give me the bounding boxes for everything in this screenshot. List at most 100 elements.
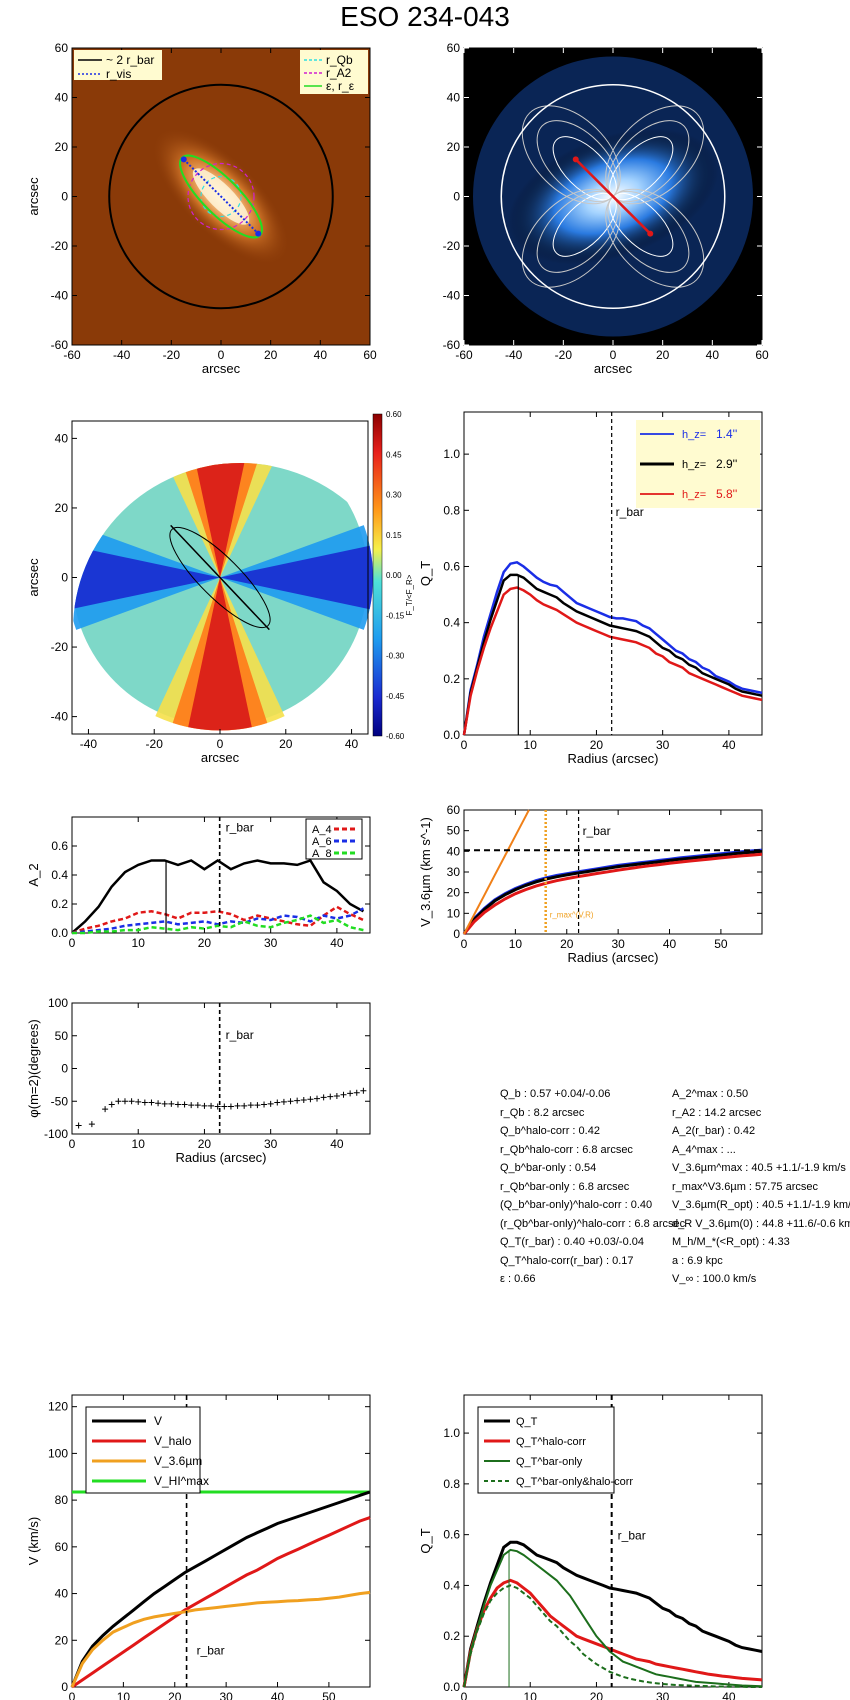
- panel-fourier-amplitudes: 0 10 20 30 40 0.0 0.2 0.4 0.6 A_2 r_bar A_4A_6A_8: [26, 816, 371, 950]
- y-tick-label: 0.4: [51, 868, 68, 882]
- y-tick-label: 0: [61, 190, 68, 204]
- qt-correction-series-line: [462, 1540, 763, 1688]
- phase-point: [194, 1102, 201, 1109]
- y-tick-label: 10: [447, 906, 461, 920]
- x-tick-label: 30: [611, 937, 625, 951]
- colorbar-label: F_T/<F_R>: [405, 574, 414, 615]
- y-tick-label: 40: [55, 1587, 69, 1601]
- phase-point: [188, 1102, 195, 1109]
- y-axis-label: Q_T: [418, 561, 433, 586]
- map-sector: [188, 577, 252, 731]
- phase-point: [327, 1093, 334, 1100]
- legend-label: A_4: [312, 824, 332, 836]
- legend-label: Q_T: [516, 1416, 538, 1428]
- y-axis-label: φ(m=2)(degrees): [26, 1019, 41, 1117]
- x-tick-label: 0: [69, 1137, 76, 1151]
- param-rqb: r_Qb : 8.2 arcsec: [500, 1106, 585, 1119]
- y-axis-label: arcsec: [26, 177, 41, 216]
- x-axis-label: arcsec: [201, 750, 240, 765]
- legend-label: ε, r_ε: [326, 79, 355, 93]
- x-tick-label: 40: [314, 348, 328, 362]
- phase-point: [267, 1100, 274, 1107]
- x-tick-label: 30: [264, 936, 278, 950]
- x-tick-label: -20: [146, 737, 164, 751]
- phase-point: [353, 1089, 360, 1096]
- x-tick-label: 20: [198, 936, 212, 950]
- phase-point: [261, 1101, 268, 1108]
- qt-series-line: [462, 586, 763, 736]
- rotation-series-line: [462, 849, 763, 935]
- x-tick-label: 0: [217, 737, 224, 751]
- velocity-series-line: [70, 1490, 371, 1688]
- y-tick-label: 30: [447, 865, 461, 879]
- param-qb: Q_b : 0.57 +0.04/-0.06: [500, 1088, 611, 1100]
- x-tick-label: 0: [461, 1690, 468, 1700]
- y-tick-label: 120: [48, 1400, 68, 1414]
- bar-end-marker: [255, 230, 262, 237]
- colorbar-tick-label: -0.45: [386, 692, 405, 701]
- phase-point: [333, 1093, 340, 1100]
- qt-correction-series-line: [463, 1584, 762, 1688]
- bar-axis-line: [183, 158, 259, 235]
- y-tick-label: -20: [443, 239, 461, 253]
- y-tick-label: 0: [61, 571, 68, 585]
- param-qt-halo-corr-rbar: Q_T^halo-corr(r_bar) : 0.17: [500, 1254, 634, 1267]
- legend-label: V_3.6µm: [154, 1454, 202, 1468]
- y-tick-label: -60: [51, 338, 69, 352]
- velocity-series-line: [71, 1516, 371, 1689]
- y-tick-label: -20: [51, 640, 69, 654]
- phase-point: [294, 1097, 301, 1104]
- rbar-label: r_bar: [226, 1028, 254, 1042]
- y-tick-label: 0.8: [443, 503, 460, 517]
- phase-point: [75, 1122, 82, 1129]
- y-tick-label: 0.2: [51, 897, 68, 911]
- panel-velocity-decomposition: 01020304050020406080100120Radius (arcsec…: [26, 1394, 371, 1700]
- phase-point: [108, 1101, 115, 1108]
- y-tick-label: 0: [453, 927, 460, 941]
- legend-name: h_z=: [682, 489, 706, 501]
- x-tick-label: -40: [80, 737, 98, 751]
- legend-label: V_HI^max: [154, 1474, 209, 1488]
- y-tick-label: 50: [55, 1029, 69, 1043]
- x-tick-label: 40: [663, 937, 677, 951]
- y-tick-label: 40: [55, 91, 69, 105]
- colorbar-tick-label: -0.15: [386, 611, 405, 620]
- y-tick-label: 0.6: [443, 559, 460, 573]
- x-tick-label: 40: [722, 738, 736, 752]
- x-tick-label: 10: [132, 1137, 146, 1151]
- phase-point: [214, 1103, 221, 1110]
- phase-point: [347, 1090, 354, 1097]
- bar-circle: [108, 83, 334, 310]
- x-tick-label: 10: [524, 1690, 538, 1700]
- x-tick-label: 20: [560, 937, 574, 951]
- map-sector: [188, 463, 252, 578]
- y-tick-label: 0.6: [443, 1528, 460, 1542]
- x-tick-label: -60: [455, 348, 473, 362]
- phase-point: [174, 1101, 181, 1108]
- param-rqb-halo-corr: r_Qb^halo-corr : 6.8 arcsec: [500, 1143, 633, 1156]
- panel-phase: 0 10 20 30 40 -100 -50 0 50 100 Radius (arcsec) φ(m…: [26, 996, 371, 1165]
- y-tick-label: 20: [55, 501, 69, 515]
- phase-point: [128, 1098, 135, 1105]
- amplitude-series-line: [71, 907, 364, 935]
- panel-image-orange: -60 -40 -20 0 20 40 60 -60 -40 -20 0 20 40 60 arcsec ar…: [26, 41, 377, 376]
- x-tick-label: -20: [163, 348, 181, 362]
- phase-point: [320, 1094, 327, 1101]
- panel-qt-profiles: 0 10 20 30 40 0.0 0.2 0.4 0.6 0.8 1.0 Radius (arcse…: [418, 411, 763, 766]
- x-tick-label: 10: [509, 937, 523, 951]
- legend-value: 5.8'': [716, 487, 737, 501]
- param-vmax: V_3.6µm^max : 40.5 +1.1/-1.9 km/s: [672, 1162, 846, 1174]
- x-axis-label: Radius (arcsec): [567, 950, 658, 965]
- legend-label: A_6: [312, 836, 332, 848]
- legend-label: Q_T^bar-only: [516, 1456, 583, 1468]
- x-tick-label: 0: [461, 937, 468, 951]
- x-tick-label: 40: [722, 1690, 736, 1700]
- velocity-series-line: [70, 1590, 371, 1688]
- phase-point: [360, 1087, 367, 1094]
- x-tick-label: 20: [198, 1137, 212, 1151]
- y-tick-label: 0.2: [443, 1629, 460, 1643]
- x-axis-label: arcsec: [202, 361, 241, 376]
- y-tick-label: -50: [51, 1094, 69, 1108]
- phase-point: [155, 1100, 162, 1107]
- x-tick-label: 20: [264, 348, 278, 362]
